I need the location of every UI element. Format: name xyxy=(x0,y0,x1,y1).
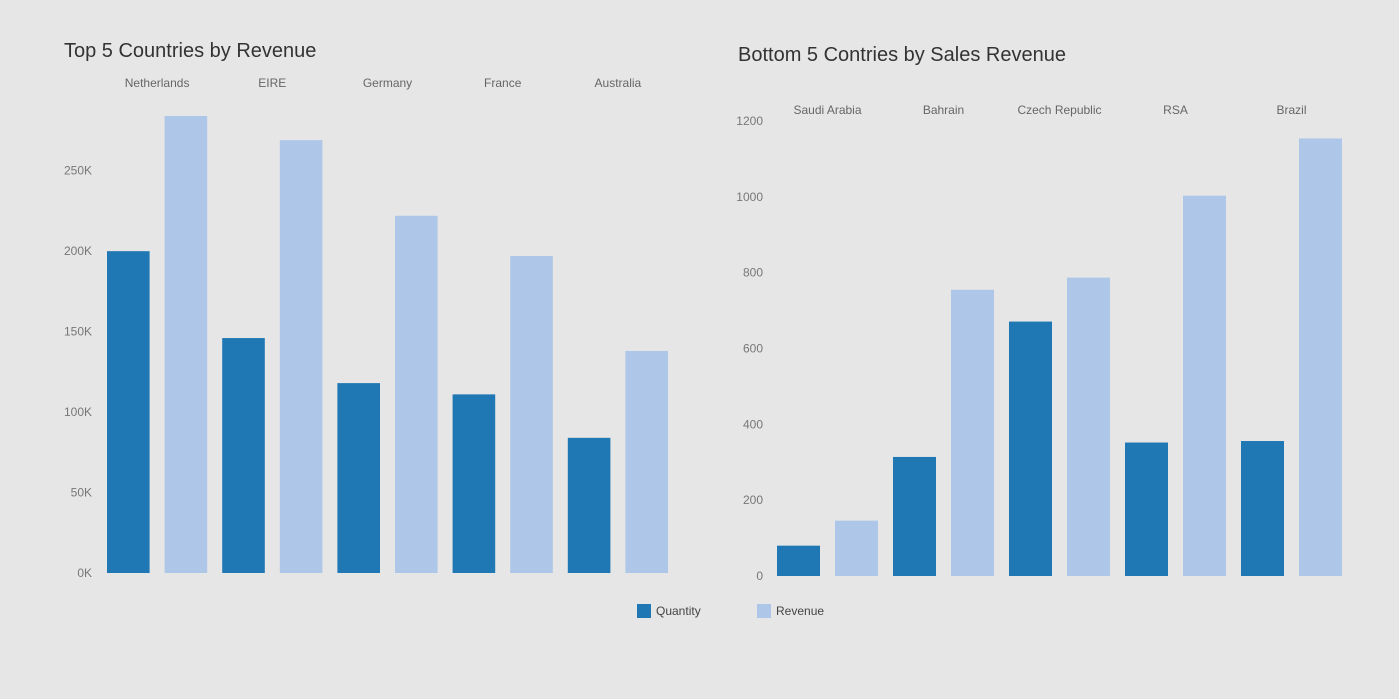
top-bar-quantity[interactable] xyxy=(452,394,496,573)
top-y-tick-label: 50K xyxy=(71,486,92,500)
bottom-y-tick-label: 400 xyxy=(743,417,763,431)
bottom-category-label: Czech Republic xyxy=(1017,103,1101,117)
top-bar-quantity[interactable] xyxy=(337,383,380,573)
top-category-label: Netherlands xyxy=(125,76,190,90)
chart-title-top-countries: Top 5 Countries by Revenue xyxy=(64,40,317,62)
chart-title-bottom-countries: Bottom 5 Contries by Sales Revenue xyxy=(738,44,1066,66)
legend-item-quantity[interactable]: Quantity xyxy=(637,604,701,618)
bottom-bar-revenue[interactable] xyxy=(1299,138,1342,577)
top-y-tick-label: 200K xyxy=(64,244,92,258)
legend-swatch-quantity xyxy=(637,604,651,618)
top-bar-revenue[interactable] xyxy=(625,350,668,573)
bottom-y-tick-label: 600 xyxy=(743,342,763,356)
bottom-bar-revenue[interactable] xyxy=(1067,277,1110,576)
bottom-category-label: Brazil xyxy=(1276,103,1306,117)
top-category-label: Australia xyxy=(595,76,642,90)
top-bar-revenue[interactable] xyxy=(395,215,438,573)
bottom-bar-quantity[interactable] xyxy=(893,456,936,576)
bottom-bar-quantity[interactable] xyxy=(1241,441,1284,576)
bottom-bar-revenue[interactable] xyxy=(835,520,878,576)
bottom-y-tick-label: 200 xyxy=(743,493,763,507)
bottom-y-tick-label: 800 xyxy=(743,266,763,280)
legend-label-revenue: Revenue xyxy=(776,604,825,618)
bottom-y-tick-label: 1000 xyxy=(736,190,763,204)
top-bar-quantity[interactable] xyxy=(567,437,611,573)
top-y-tick-label: 0K xyxy=(77,566,92,580)
top-bar-revenue[interactable] xyxy=(279,140,323,573)
top-bar-revenue[interactable] xyxy=(510,255,553,574)
bottom-bar-revenue[interactable] xyxy=(951,289,994,576)
top-bar-revenue[interactable] xyxy=(164,116,208,573)
bottom-y-tick-label: 1200 xyxy=(736,114,763,128)
bottom-category-label: RSA xyxy=(1163,103,1188,117)
bottom-bar-revenue[interactable] xyxy=(1183,195,1226,576)
legend-swatch-revenue xyxy=(757,604,771,618)
legend-label-quantity: Quantity xyxy=(656,604,701,618)
top-category-label: EIRE xyxy=(258,76,286,90)
top-y-tick-label: 100K xyxy=(64,405,92,419)
top-category-label: Germany xyxy=(363,76,412,90)
bottom-y-tick-label: 0 xyxy=(756,569,763,583)
bottom-bar-quantity[interactable] xyxy=(777,545,820,576)
legend-item-revenue[interactable]: Revenue xyxy=(757,604,824,618)
top-bar-quantity[interactable] xyxy=(222,338,265,573)
bottom-category-label: Bahrain xyxy=(923,103,964,117)
top-category-label: France xyxy=(484,76,522,90)
top-y-tick-label: 250K xyxy=(64,164,92,178)
bottom-bar-quantity[interactable] xyxy=(1009,321,1052,576)
top-y-tick-label: 150K xyxy=(64,325,92,339)
bottom-category-label: Saudi Arabia xyxy=(793,103,861,117)
bottom-bar-quantity[interactable] xyxy=(1125,442,1168,576)
top-bar-quantity[interactable] xyxy=(107,251,150,574)
